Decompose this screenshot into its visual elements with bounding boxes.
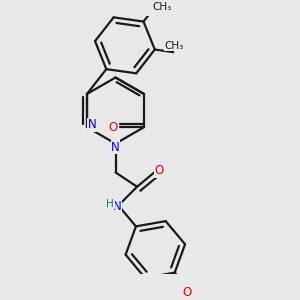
Text: N: N <box>88 118 96 131</box>
Text: O: O <box>109 121 118 134</box>
Text: O: O <box>155 164 164 177</box>
Text: H: H <box>106 199 114 209</box>
Text: CH₃: CH₃ <box>153 2 172 12</box>
Text: O: O <box>183 286 192 299</box>
Text: N: N <box>111 141 120 154</box>
Text: N: N <box>112 200 121 212</box>
Text: CH₃: CH₃ <box>165 41 184 51</box>
